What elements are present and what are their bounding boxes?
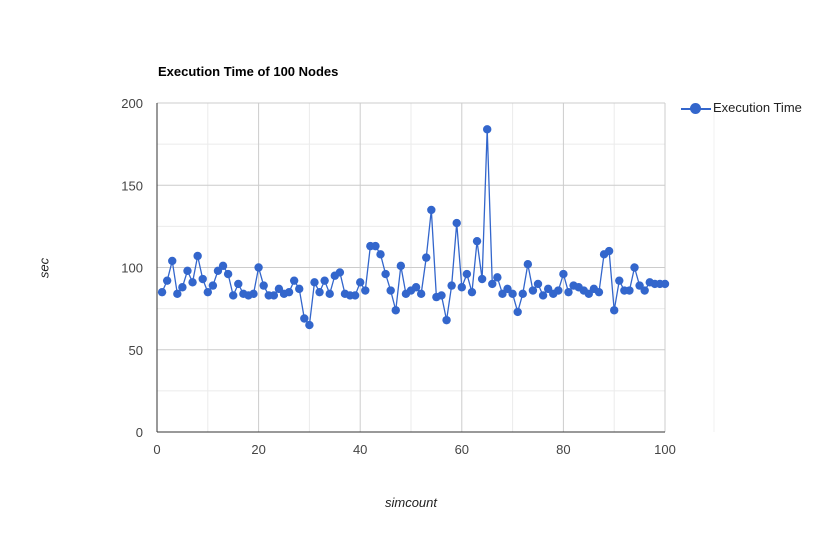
y-tick-label: 200 — [121, 96, 143, 111]
data-point — [660, 279, 670, 289]
data-point — [335, 268, 345, 277]
data-point — [284, 287, 294, 297]
data-point — [300, 314, 309, 323]
data-point — [538, 291, 548, 300]
data-point — [594, 287, 604, 297]
data-point — [325, 289, 334, 299]
data-point — [472, 236, 482, 246]
data-point — [610, 306, 619, 315]
data-point — [462, 269, 472, 279]
data-point — [198, 274, 207, 284]
axes — [156, 103, 665, 433]
data-point — [442, 315, 451, 325]
x-tick-label: 0 — [153, 442, 160, 457]
legend-dot — [690, 102, 701, 114]
data-point — [376, 250, 385, 259]
data-point — [193, 251, 202, 261]
y-tick-label: 150 — [121, 178, 143, 193]
x-tick-label: 80 — [556, 442, 570, 457]
data-point — [178, 283, 187, 292]
data-point — [615, 276, 624, 285]
data-point — [427, 205, 436, 215]
data-point — [523, 260, 533, 269]
data-point — [640, 286, 649, 295]
data-point — [356, 278, 365, 287]
data-point — [625, 286, 634, 295]
data-point — [208, 281, 218, 290]
data-point — [320, 276, 329, 285]
legend-label: Execution Time — [713, 100, 802, 115]
legend: Execution Time — [681, 100, 802, 115]
data-point — [188, 278, 197, 287]
data-point — [508, 289, 517, 299]
data-point — [493, 273, 502, 282]
data-point — [234, 279, 243, 289]
data-point — [305, 320, 314, 330]
data-point — [269, 291, 279, 300]
data-point — [361, 286, 370, 295]
data-point — [483, 125, 492, 134]
data-point — [533, 279, 543, 289]
data-point — [447, 281, 456, 290]
data-point — [416, 289, 426, 299]
x-tick-label: 20 — [251, 442, 265, 457]
y-tick-label: 0 — [136, 425, 143, 440]
legend-swatch — [681, 101, 711, 115]
data-point — [229, 291, 238, 300]
x-tick-label: 40 — [353, 442, 367, 457]
data-point — [411, 283, 421, 292]
data-point — [183, 266, 192, 275]
data-point — [259, 281, 268, 290]
data-point — [452, 218, 461, 228]
x-tick-label: 100 — [654, 442, 676, 457]
data-point — [559, 269, 568, 279]
y-tick-label: 100 — [121, 261, 143, 276]
data-point — [173, 289, 182, 299]
data-point — [203, 287, 212, 297]
data-point — [554, 286, 563, 295]
data-point — [386, 286, 395, 295]
data-point — [315, 287, 324, 297]
data-point — [157, 287, 167, 297]
data-point — [289, 276, 299, 285]
data-point — [518, 289, 527, 299]
data-point — [422, 253, 431, 262]
data-point — [218, 261, 228, 271]
x-tick-label: 60 — [455, 442, 469, 457]
tick-labels: 0 20 40 60 80 100 0 50 100 150 200 — [121, 96, 676, 457]
chart-title: Execution Time of 100 Nodes — [158, 64, 339, 79]
data-point — [223, 269, 233, 279]
data-point — [564, 287, 573, 297]
grid — [157, 102, 715, 432]
data-point — [630, 263, 639, 272]
data-point — [391, 306, 400, 315]
data-point — [396, 261, 406, 271]
data-point — [528, 286, 538, 295]
data-point — [457, 283, 466, 292]
data-point — [310, 278, 319, 287]
data-point — [513, 307, 522, 317]
data-point — [249, 289, 258, 299]
data-point — [488, 279, 497, 289]
data-point — [604, 246, 614, 256]
data-point — [381, 269, 390, 279]
data-point — [162, 276, 172, 285]
data-point — [295, 284, 304, 294]
data-point — [437, 291, 446, 300]
series-layer — [157, 125, 670, 330]
data-point — [477, 274, 487, 284]
data-point — [467, 287, 477, 297]
x-axis-label: simcount — [384, 495, 438, 510]
data-point — [371, 241, 380, 251]
data-point — [350, 291, 360, 300]
data-point — [254, 263, 263, 272]
y-tick-label: 50 — [129, 343, 143, 358]
data-point — [168, 256, 177, 266]
